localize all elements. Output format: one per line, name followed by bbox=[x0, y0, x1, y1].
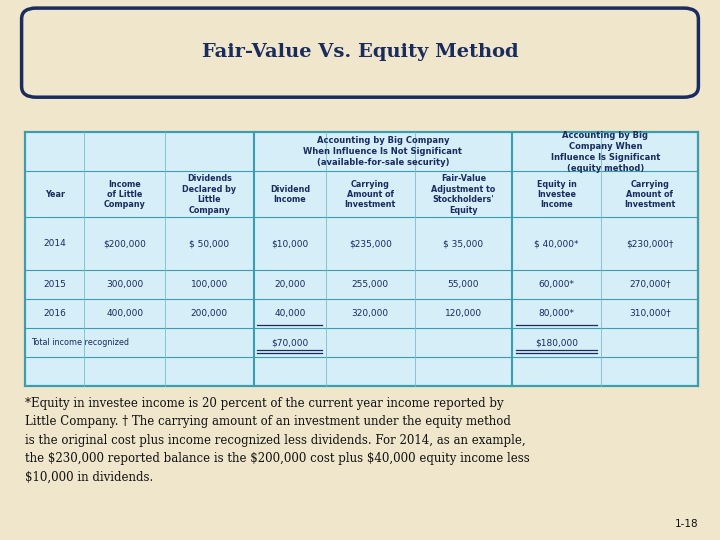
Text: $235,000: $235,000 bbox=[348, 239, 392, 248]
FancyBboxPatch shape bbox=[22, 8, 698, 97]
Text: Total income recognized: Total income recognized bbox=[31, 338, 129, 347]
Text: $10,000: $10,000 bbox=[271, 239, 308, 248]
Text: 80,000*: 80,000* bbox=[539, 309, 575, 318]
Text: 320,000: 320,000 bbox=[351, 309, 389, 318]
Text: Accounting by Big
Company When
Influence Is Significant
(equity method): Accounting by Big Company When Influence… bbox=[551, 131, 660, 173]
Text: $70,000: $70,000 bbox=[271, 338, 308, 347]
Text: 60,000*: 60,000* bbox=[539, 280, 575, 289]
Text: *Equity in investee income is 20 percent of the current year income reported by
: *Equity in investee income is 20 percent… bbox=[25, 397, 530, 484]
Text: $ 35,000: $ 35,000 bbox=[444, 239, 483, 248]
Text: 40,000: 40,000 bbox=[274, 309, 305, 318]
Text: Accounting by Big Company
When Influence Is Not Significant
(available-for-sale : Accounting by Big Company When Influence… bbox=[303, 136, 462, 167]
Text: 400,000: 400,000 bbox=[106, 309, 143, 318]
Text: Fair-Value
Adjustment to
Stockholders'
Equity: Fair-Value Adjustment to Stockholders' E… bbox=[431, 174, 495, 214]
Text: 300,000: 300,000 bbox=[106, 280, 143, 289]
Text: $230,000†: $230,000† bbox=[626, 239, 673, 248]
Text: 2016: 2016 bbox=[43, 309, 66, 318]
Text: 255,000: 255,000 bbox=[351, 280, 389, 289]
Text: Equity in
Investee
Income: Equity in Investee Income bbox=[536, 180, 577, 210]
Text: Carrying
Amount of
Investment: Carrying Amount of Investment bbox=[624, 180, 675, 210]
Text: Carrying
Amount of
Investment: Carrying Amount of Investment bbox=[345, 180, 396, 210]
Text: $200,000: $200,000 bbox=[103, 239, 146, 248]
Text: 20,000: 20,000 bbox=[274, 280, 305, 289]
Text: Year: Year bbox=[45, 190, 65, 199]
Text: 1-18: 1-18 bbox=[675, 519, 698, 529]
Text: 200,000: 200,000 bbox=[191, 309, 228, 318]
Text: Dividends
Declared by
Little
Company: Dividends Declared by Little Company bbox=[182, 174, 236, 214]
Text: $ 50,000: $ 50,000 bbox=[189, 239, 230, 248]
Text: 55,000: 55,000 bbox=[448, 280, 480, 289]
Text: Dividend
Income: Dividend Income bbox=[270, 185, 310, 204]
Text: $ 40,000*: $ 40,000* bbox=[534, 239, 579, 248]
Text: 100,000: 100,000 bbox=[191, 280, 228, 289]
Text: 2015: 2015 bbox=[43, 280, 66, 289]
Text: 120,000: 120,000 bbox=[445, 309, 482, 318]
Text: Income
of Little
Company: Income of Little Company bbox=[104, 180, 145, 210]
Text: 2014: 2014 bbox=[43, 239, 66, 248]
Text: 310,000†: 310,000† bbox=[629, 309, 670, 318]
Text: Fair-Value Vs. Equity Method: Fair-Value Vs. Equity Method bbox=[202, 43, 518, 62]
Text: 270,000†: 270,000† bbox=[629, 280, 670, 289]
Text: $180,000: $180,000 bbox=[535, 338, 578, 347]
